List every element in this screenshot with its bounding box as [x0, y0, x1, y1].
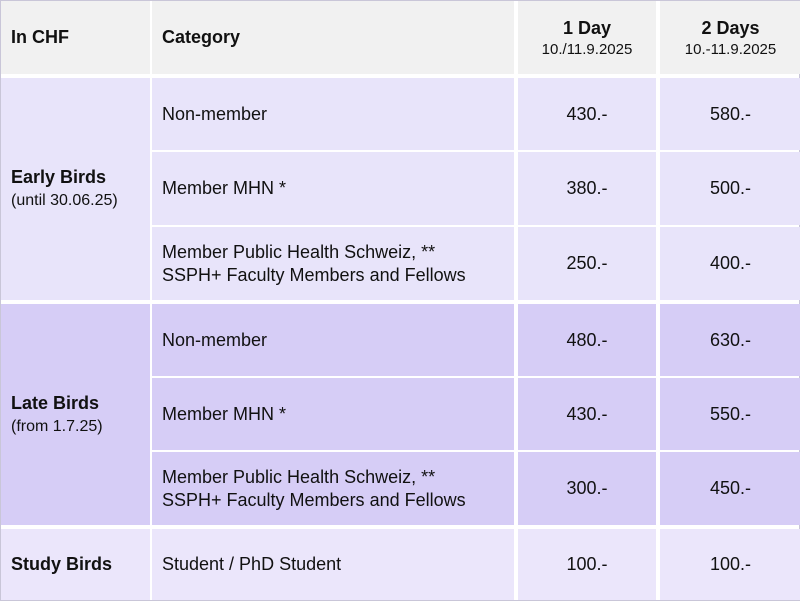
group-late-birds: Late Birds (from 1.7.25): [1, 304, 150, 525]
group-late-birds-note: (from 1.7.25): [11, 417, 103, 435]
category-line: Member Public Health Schweiz, **: [162, 241, 436, 262]
table-row-price-2-days: 100.-: [660, 529, 800, 600]
table-row-price-1-day: 250.-: [518, 227, 656, 300]
category-line: SSPH+ Faculty Members and Fellows: [162, 489, 466, 510]
header-category: Category: [152, 1, 514, 74]
table-row-category: Member Public Health Schweiz, ** SSPH+ F…: [152, 452, 514, 525]
table-row-price-1-day: 430.-: [518, 78, 656, 150]
category-line: Member Public Health Schweiz, **: [162, 466, 436, 487]
table-row-category: Non-member: [152, 304, 514, 376]
table-row-category: Member MHN *: [152, 378, 514, 450]
header-1-day-dates: 10./11.9.2025: [541, 40, 633, 58]
header-1-day: 1 Day 10./11.9.2025: [518, 1, 656, 74]
table-row-price-1-day: 380.-: [518, 152, 656, 225]
table-row-category: Member MHN *: [152, 152, 514, 225]
group-early-birds: Early Birds (until 30.06.25): [1, 78, 150, 300]
table-row-category: Student / PhD Student: [152, 529, 514, 600]
table-row-price-1-day: 100.-: [518, 529, 656, 600]
table-row-price-2-days: 500.-: [660, 152, 800, 225]
header-currency: In CHF: [1, 1, 150, 74]
header-2-days: 2 Days 10.-11.9.2025: [660, 1, 800, 74]
table-row-price-2-days: 400.-: [660, 227, 800, 300]
category-line: SSPH+ Faculty Members and Fellows: [162, 264, 466, 285]
table-row-price-2-days: 580.-: [660, 78, 800, 150]
group-study-birds-label: Study Birds: [1, 529, 150, 600]
table-row-category: Non-member: [152, 78, 514, 150]
header-2-days-dates: 10.-11.9.2025: [684, 40, 777, 58]
group-early-birds-note: (until 30.06.25): [11, 192, 118, 209]
table-row-price-1-day: 480.-: [518, 304, 656, 376]
table-row-price-1-day: 300.-: [518, 452, 656, 525]
group-late-birds-label: Late Birds: [11, 392, 100, 413]
table-row-category: Member Public Health Schweiz, ** SSPH+ F…: [152, 227, 514, 300]
header-2-days-label: 2 Days: [701, 17, 760, 38]
table-row-price-2-days: 630.-: [660, 304, 800, 376]
header-1-day-label: 1 Day: [562, 17, 612, 38]
table-row-price-1-day: 430.-: [518, 378, 656, 450]
group-early-birds-label: Early Birds: [11, 167, 107, 187]
table-row-price-2-days: 550.-: [660, 378, 800, 450]
table-row-price-2-days: 450.-: [660, 452, 800, 525]
